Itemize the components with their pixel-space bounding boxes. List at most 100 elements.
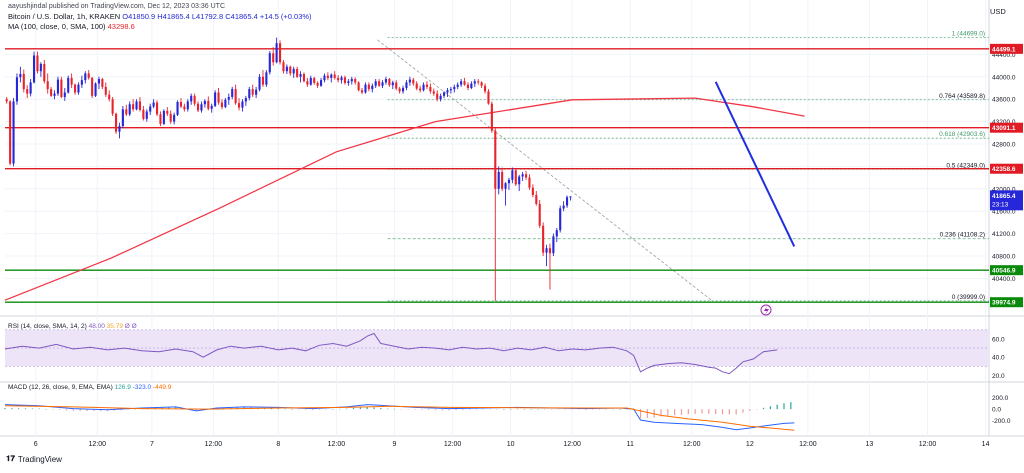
candle-down — [166, 110, 169, 114]
candle-up — [15, 77, 19, 102]
candle-down — [196, 103, 200, 111]
candle-down — [436, 93, 439, 100]
macd-histogram-bar — [79, 409, 81, 411]
candle-up — [473, 81, 476, 84]
candle-down — [542, 225, 545, 253]
macd-histogram-bar — [298, 409, 300, 410]
macd-histogram-bar — [175, 407, 177, 410]
macd-histogram-bar — [195, 409, 197, 411]
tradingview-logo-icon: 𝟏𝟕 — [6, 454, 15, 463]
countdown-label: 23:13 — [992, 201, 1009, 208]
candle-down — [490, 103, 493, 131]
macd-histogram-bar — [660, 409, 662, 417]
macd-histogram-bar — [134, 409, 136, 410]
rsi-ma-value: 35.79 — [106, 323, 123, 330]
macd-histogram-bar — [619, 409, 621, 410]
candle-down — [425, 84, 429, 87]
x-tick-label: 13 — [866, 441, 874, 448]
macd-histogram-bar — [749, 409, 751, 411]
candle-up — [497, 172, 500, 189]
candle-down — [26, 89, 29, 94]
fib-level-label: 1 (44699.0) — [952, 31, 985, 38]
fib-level-label: 0 (39999.0) — [952, 294, 985, 301]
y-tick-label: 43600.0 — [992, 97, 1016, 104]
ma-value: 43298.6 — [107, 22, 135, 31]
candle-up — [319, 80, 323, 86]
tradingview-brand[interactable]: 𝟏𝟕 TradingView — [6, 454, 62, 464]
candle-up — [442, 92, 446, 96]
candle-down — [548, 248, 552, 254]
fib-diagonal-line — [377, 39, 713, 302]
candle-down — [306, 81, 309, 85]
macd-histogram-bar — [762, 407, 765, 410]
macd-histogram-bar — [434, 409, 437, 411]
candle-down — [398, 88, 401, 92]
candle-up — [248, 89, 251, 99]
macd-histogram-bar — [769, 406, 771, 410]
candle-up — [292, 68, 295, 74]
candle-up — [265, 72, 268, 85]
macd-histogram-bar — [59, 409, 61, 410]
macd-histogram-bar — [168, 407, 170, 410]
candle-down — [337, 77, 340, 81]
candle-down — [104, 86, 107, 95]
macd-histogram-bar — [407, 409, 409, 410]
candle-down — [419, 88, 422, 91]
candle-up — [453, 86, 456, 90]
candle-up — [504, 183, 507, 189]
candle-up — [231, 89, 234, 97]
candle-up — [128, 104, 131, 115]
macd-tick-label: 0.0 — [992, 407, 1001, 414]
candle-up — [446, 90, 449, 93]
candle-up — [371, 85, 374, 90]
candle-down — [528, 177, 531, 188]
ma-label[interactable]: MA (100, close, 0, SMA, 100) — [8, 22, 106, 31]
candle-down — [272, 53, 275, 63]
fib-level-label: 0.618 (42903.6) — [939, 131, 985, 138]
y-tick-label: 42000.0 — [992, 186, 1016, 193]
candle-up — [80, 80, 83, 85]
macd-histogram-bar — [530, 409, 532, 410]
macd-label[interactable]: MACD (12, 26, close, 9, EMA, EMA) — [8, 384, 113, 391]
candle-down — [282, 62, 285, 72]
macd-histogram-bar — [72, 409, 74, 411]
candle-up — [401, 88, 405, 92]
macd-histogram-bar — [270, 408, 273, 410]
candle-down — [138, 101, 142, 110]
macd-hist-value: 126.9 — [114, 384, 131, 391]
candle-up — [121, 109, 124, 127]
candle-down — [91, 77, 94, 96]
fib-level-label: 0.764 (43589.8) — [939, 93, 985, 100]
macd-histogram-bar — [469, 409, 471, 410]
candle-up — [364, 84, 367, 93]
symbol-label[interactable]: Bitcoin / U.S. Dollar, 1h, KRAKEN — [8, 12, 121, 21]
macd-histogram-bar — [510, 409, 512, 410]
candle-down — [220, 102, 224, 108]
candle-up — [449, 89, 452, 91]
candle-down — [494, 130, 497, 189]
macd-histogram-bar — [503, 409, 505, 410]
resistance-label-bg — [990, 163, 1023, 174]
macd-histogram-bar — [489, 409, 491, 410]
candle-down — [429, 86, 432, 92]
x-tick-label: 9 — [393, 441, 397, 448]
candle-down — [207, 100, 210, 109]
candle-up — [545, 248, 548, 253]
rsi-tick-label: 40.0 — [992, 355, 1005, 362]
x-tick-label: 7 — [150, 441, 154, 448]
candle-down — [538, 203, 541, 226]
candle-down — [524, 174, 528, 178]
rsi-label[interactable]: RSI (14, close, SMA, 14, 2) — [8, 323, 87, 330]
candle-up — [200, 104, 203, 111]
candle-up — [408, 79, 411, 83]
candle-up — [569, 196, 572, 198]
y-tick-label: 41200.0 — [992, 231, 1016, 238]
y-tick-label: 44000.0 — [992, 74, 1016, 81]
candle-down — [43, 63, 46, 82]
macd-histogram-bar — [113, 409, 115, 411]
candle-down — [313, 77, 316, 83]
candle-down — [487, 91, 490, 104]
x-tick-label: 12:00 — [444, 441, 462, 448]
candle-down — [234, 89, 237, 104]
candle-down — [9, 101, 12, 164]
